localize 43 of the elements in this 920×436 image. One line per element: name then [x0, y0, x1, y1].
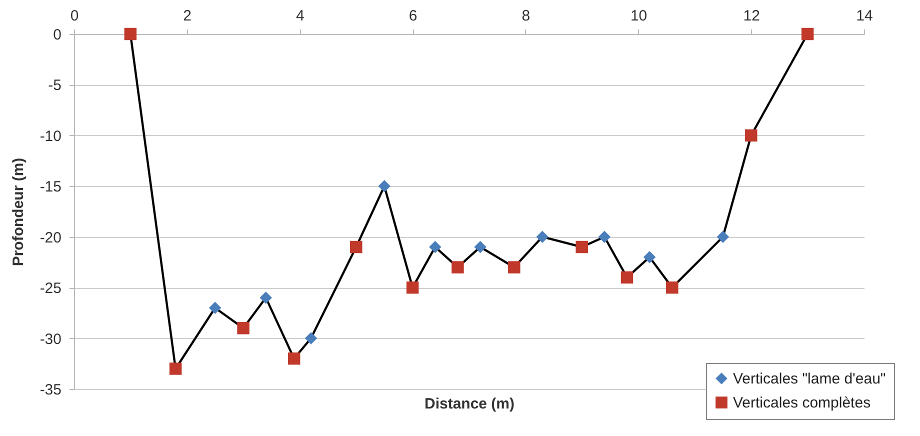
- legend-label: Verticales complètes: [733, 394, 871, 412]
- point: [304, 332, 318, 344]
- x-tick-label: 8: [522, 8, 530, 24]
- point: [208, 302, 222, 314]
- y-tick-label: -20: [40, 229, 62, 246]
- point: [508, 261, 520, 274]
- point: [474, 240, 486, 254]
- y-tick-label: 0: [53, 26, 62, 44]
- point: [429, 240, 442, 254]
- y-axis-title: Profondeur (m): [10, 158, 27, 266]
- y-tick-label: -5: [48, 77, 62, 94]
- y-tick-label: -10: [40, 128, 62, 145]
- x-tick-label: 0: [70, 8, 79, 24]
- legend-label: Verticales "lame d'eau": [733, 370, 886, 388]
- x-tick-label: 10: [630, 8, 648, 24]
- x-tick-label: 12: [743, 8, 760, 24]
- x-tick-label: 2: [183, 8, 192, 24]
- point: [745, 129, 758, 142]
- point: [801, 28, 814, 40]
- point: [536, 230, 548, 243]
- point: [666, 281, 678, 294]
- point: [716, 230, 730, 243]
- point: [260, 292, 272, 304]
- point: [598, 230, 611, 243]
- x-tick-label: 14: [856, 8, 873, 24]
- point: [350, 240, 362, 254]
- y-tick-label: -25: [40, 280, 62, 298]
- x-axis-title: Distance (m): [424, 396, 515, 412]
- point: [237, 322, 250, 334]
- point: [406, 281, 419, 294]
- x-tick-label: 4: [296, 8, 304, 24]
- point: [643, 251, 656, 264]
- y-tick-label: -35: [40, 382, 62, 398]
- point: [452, 261, 464, 274]
- point: [620, 271, 634, 284]
- point: [288, 352, 300, 365]
- x-tick-label: 6: [408, 8, 418, 24]
- point: [124, 28, 137, 40]
- point: [576, 240, 588, 254]
- point: [169, 362, 182, 375]
- y-tick-label: -15: [40, 178, 62, 196]
- point: [378, 180, 390, 192]
- y-tick-label: -30: [40, 330, 62, 348]
